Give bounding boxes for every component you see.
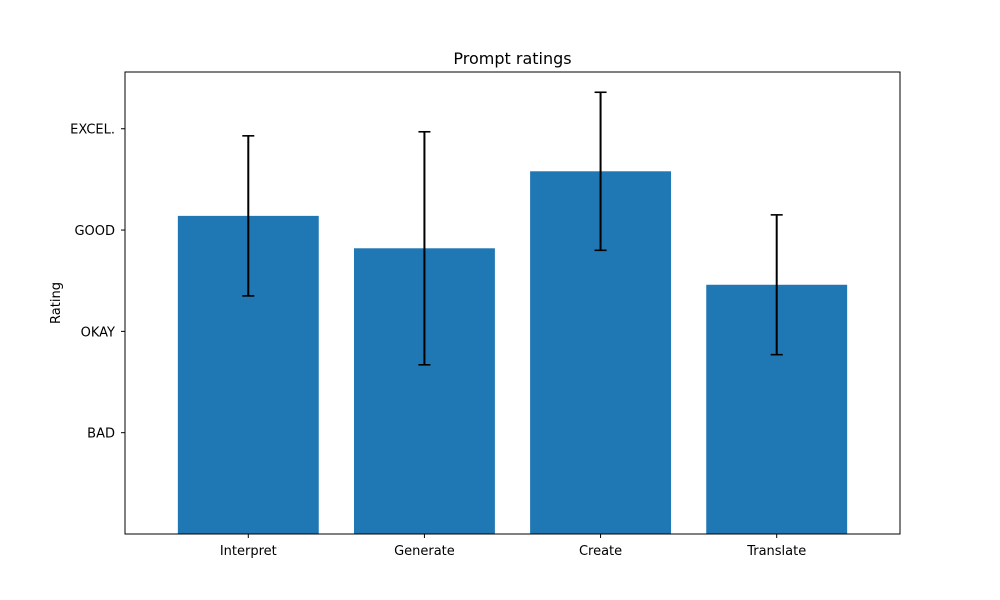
bars-group (177, 171, 848, 535)
x-tick-label-generate: Generate (394, 544, 455, 559)
errorbar-interpret (242, 135, 255, 297)
y-ticks-group: BAD OKAY GOOD EXCEL. (70, 123, 125, 442)
y-tick-label-good: GOOD (74, 224, 115, 239)
errorbar-generate (418, 130, 431, 366)
x-tick-label-translate: Translate (746, 544, 806, 559)
y-tick-label-bad: BAD (87, 427, 115, 442)
errorbar-create (594, 91, 607, 252)
plot-frame (124, 71, 901, 535)
axes-group (124, 71, 901, 535)
x-tick-label-interpret: Interpret (220, 544, 277, 559)
chart-title: Prompt ratings (453, 49, 571, 68)
y-axis-title: Rating (49, 282, 64, 324)
x-tick-label-create: Create (579, 544, 622, 559)
x-ticks-group: Interpret Generate Create Translate (220, 534, 806, 559)
errorbars-group (242, 91, 783, 366)
errorbar-translate (770, 214, 783, 356)
y-tick-label-excel: EXCEL. (70, 123, 115, 138)
y-tick-label-okay: OKAY (81, 325, 115, 340)
